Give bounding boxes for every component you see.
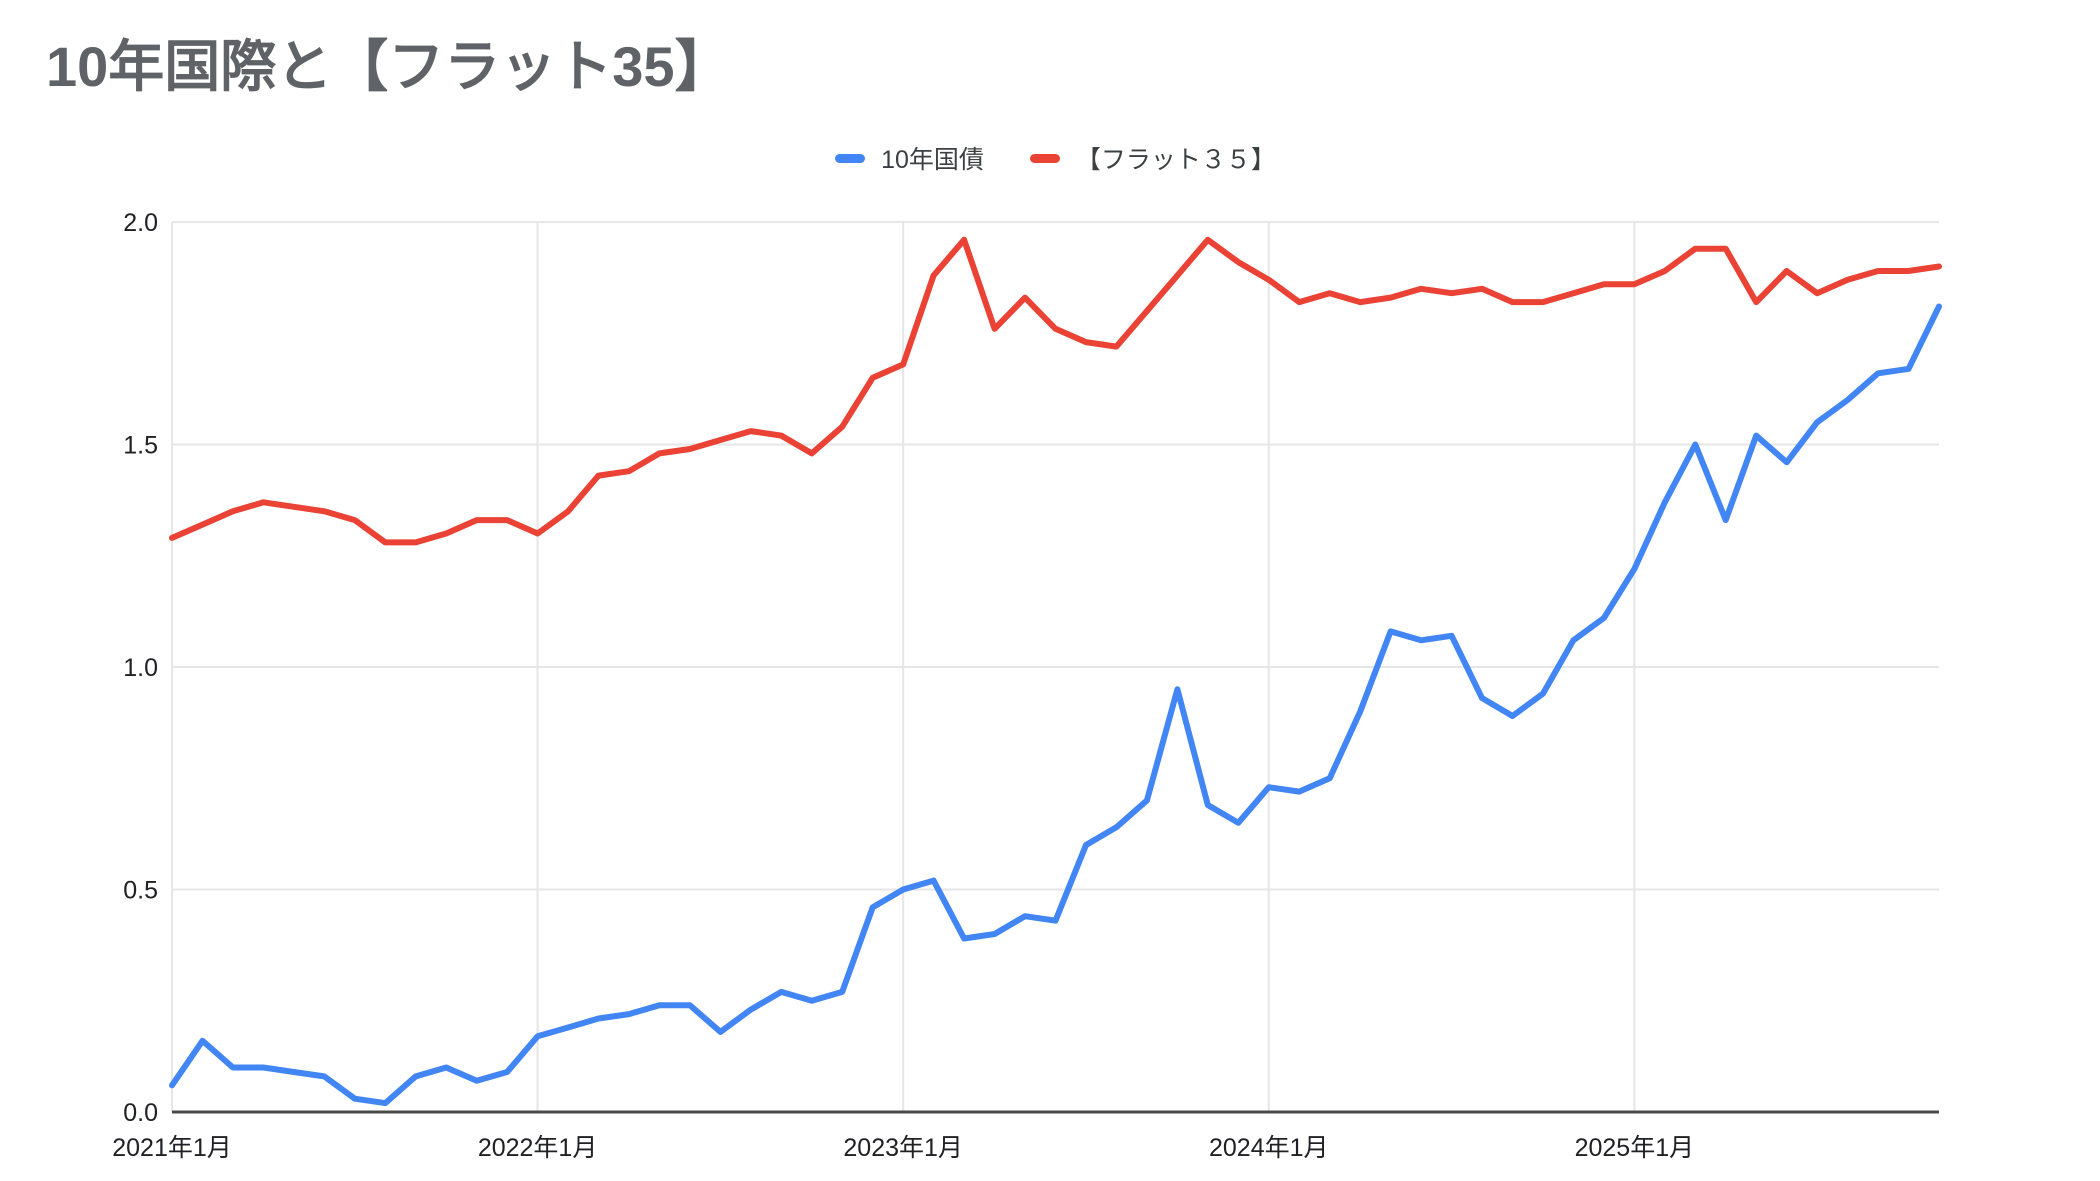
series-line-jgb10y[interactable] bbox=[169, 303, 1942, 1107]
x-axis-tick-label: 2024年1月 bbox=[1209, 1134, 1329, 1162]
legend-label-flat35: 【フラット３５】 bbox=[1075, 146, 1276, 174]
legend-marker-flat35-icon bbox=[1029, 153, 1060, 163]
y-axis-tick-label: 2.0 bbox=[123, 209, 158, 237]
x-axis-tick-label: 2022年1月 bbox=[478, 1134, 598, 1162]
x-axis-tick-label: 2023年1月 bbox=[843, 1134, 963, 1162]
y-axis-tick-label: 1.5 bbox=[123, 432, 158, 460]
chart-title: 10年国際と【フラット35】 bbox=[46, 35, 731, 98]
legend-label-jgb10y: 10年国債 bbox=[881, 146, 984, 174]
chart-legend: 10年国債 【フラット３５】 bbox=[172, 138, 1939, 178]
legend-item-flat35[interactable]: 【フラット３５】 bbox=[1029, 140, 1276, 176]
series-line-flat35[interactable] bbox=[169, 236, 1942, 546]
y-axis-tick-label: 1.0 bbox=[123, 654, 158, 682]
x-axis-tick-label: 2021年1月 bbox=[112, 1134, 232, 1162]
y-axis-tick-label: 0.5 bbox=[123, 877, 158, 905]
y-axis-tick-label: 0.0 bbox=[123, 1099, 158, 1127]
legend-marker-jgb10y-icon bbox=[835, 153, 866, 163]
x-axis-tick-label: 2025年1月 bbox=[1575, 1134, 1695, 1162]
legend-item-jgb10y[interactable]: 10年国債 bbox=[835, 140, 984, 176]
